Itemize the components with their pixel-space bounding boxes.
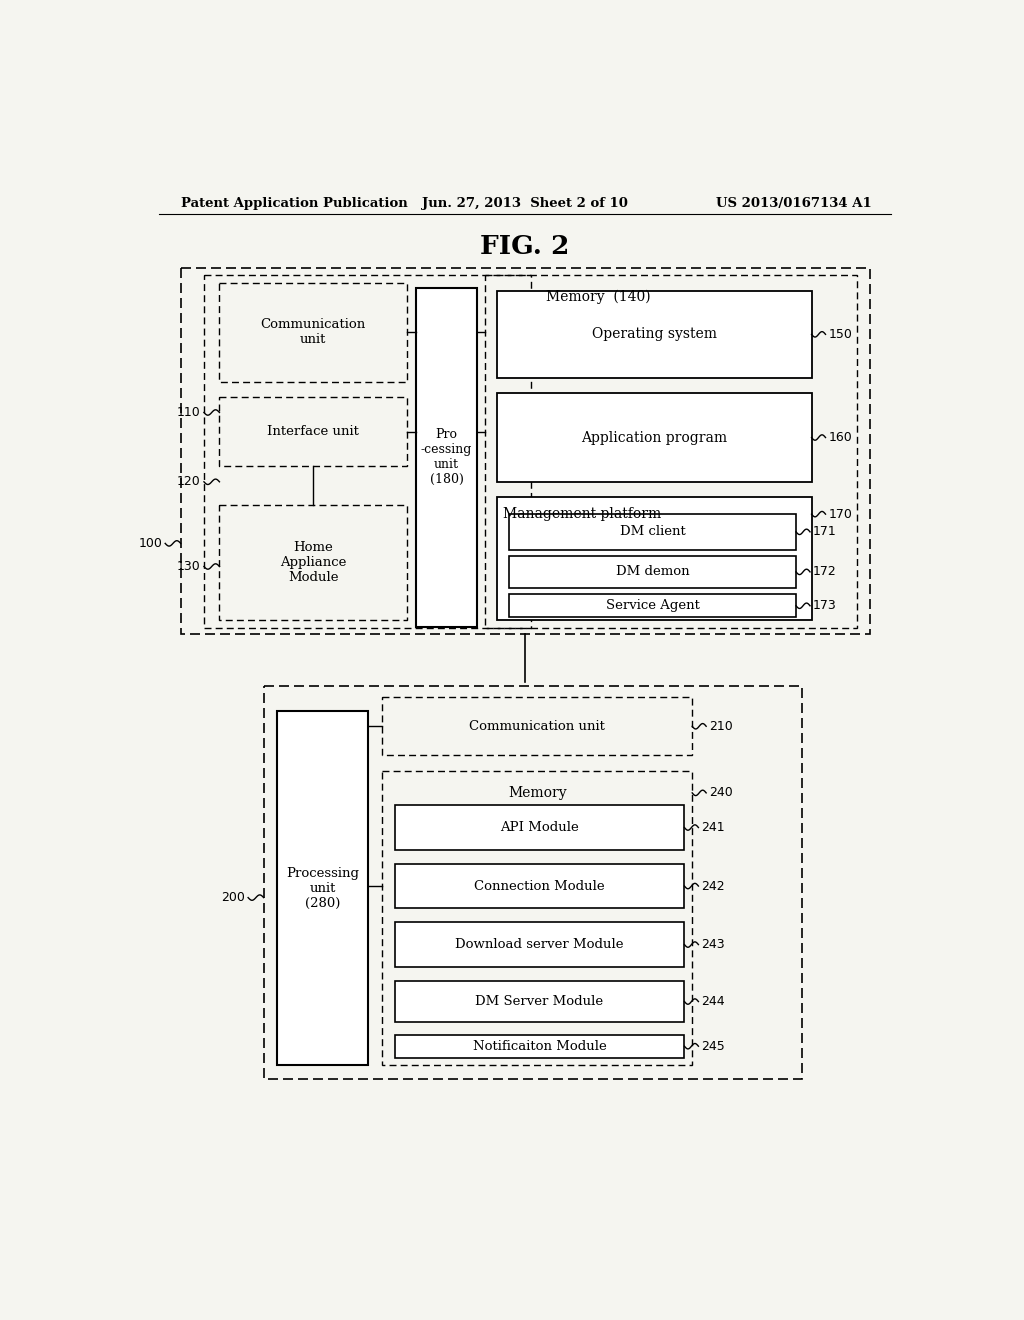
- Text: 171: 171: [813, 525, 837, 539]
- Text: 173: 173: [813, 599, 837, 612]
- Text: 241: 241: [701, 821, 725, 834]
- Bar: [394, 981, 684, 1022]
- Text: DM Server Module: DM Server Module: [475, 995, 603, 1008]
- Bar: [276, 711, 369, 1065]
- Text: 245: 245: [701, 1040, 725, 1053]
- Text: Management platform: Management platform: [503, 507, 662, 521]
- Text: Jun. 27, 2013  Sheet 2 of 10: Jun. 27, 2013 Sheet 2 of 10: [422, 197, 628, 210]
- Text: Home
Appliance
Module: Home Appliance Module: [280, 541, 346, 585]
- Text: Service Agent: Service Agent: [606, 599, 699, 612]
- Text: 242: 242: [701, 879, 725, 892]
- Text: DM client: DM client: [620, 525, 685, 539]
- Text: Patent Application Publication: Patent Application Publication: [180, 197, 408, 210]
- Text: 244: 244: [701, 995, 725, 1008]
- Text: Processing
unit
(280): Processing unit (280): [286, 867, 359, 909]
- Bar: [509, 556, 796, 589]
- Text: FIG. 2: FIG. 2: [480, 235, 569, 260]
- Text: 210: 210: [710, 719, 733, 733]
- Bar: [497, 290, 812, 378]
- Bar: [219, 506, 407, 620]
- Bar: [509, 515, 796, 549]
- Text: 240: 240: [710, 787, 733, 800]
- Text: 160: 160: [828, 432, 852, 444]
- Text: 110: 110: [177, 407, 201, 418]
- Text: DM demon: DM demon: [615, 565, 689, 578]
- Bar: [497, 393, 812, 482]
- Bar: [509, 594, 796, 618]
- Bar: [382, 771, 692, 1065]
- Bar: [394, 1035, 684, 1057]
- Text: 170: 170: [828, 508, 852, 520]
- Text: 130: 130: [177, 560, 201, 573]
- Bar: [394, 923, 684, 966]
- Bar: [204, 276, 531, 628]
- Text: Pro
-cessing
unit
(180): Pro -cessing unit (180): [421, 428, 472, 486]
- Text: Download server Module: Download server Module: [456, 939, 624, 952]
- Bar: [394, 863, 684, 908]
- Text: Operating system: Operating system: [592, 327, 717, 342]
- Bar: [219, 284, 407, 381]
- Bar: [417, 288, 477, 627]
- Bar: [394, 805, 684, 850]
- Text: Memory: Memory: [508, 785, 566, 800]
- Bar: [263, 686, 802, 1078]
- Text: 172: 172: [813, 565, 837, 578]
- Bar: [382, 697, 692, 755]
- Text: US 2013/0167134 A1: US 2013/0167134 A1: [716, 197, 872, 210]
- Text: 120: 120: [177, 475, 201, 488]
- Text: Communication unit: Communication unit: [469, 719, 605, 733]
- Text: 100: 100: [138, 537, 162, 550]
- Text: Connection Module: Connection Module: [474, 879, 605, 892]
- Text: Communication
unit: Communication unit: [260, 318, 366, 346]
- Text: Interface unit: Interface unit: [267, 425, 359, 438]
- Bar: [484, 276, 856, 628]
- Text: Application program: Application program: [582, 430, 727, 445]
- Bar: [219, 397, 407, 466]
- Text: Memory  (140): Memory (140): [547, 290, 651, 304]
- Text: 150: 150: [828, 327, 852, 341]
- Text: API Module: API Module: [500, 821, 579, 834]
- Bar: [180, 268, 870, 635]
- Text: Notificaiton Module: Notificaiton Module: [473, 1040, 606, 1053]
- Bar: [497, 498, 812, 620]
- Text: 243: 243: [701, 939, 725, 952]
- Text: 200: 200: [221, 891, 245, 904]
